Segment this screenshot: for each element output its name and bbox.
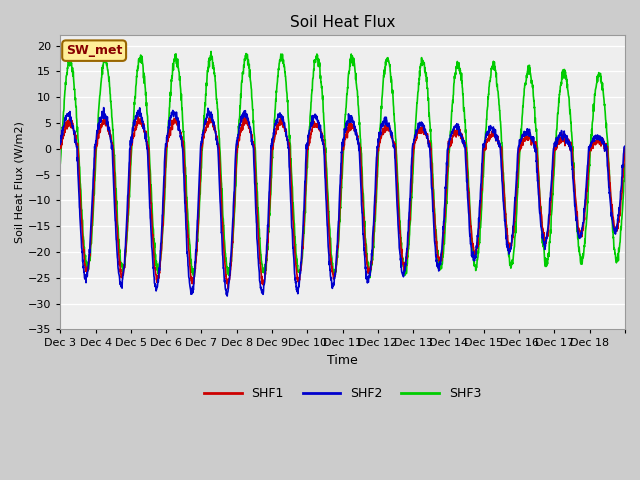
Line: SHF2: SHF2: [60, 108, 625, 296]
SHF1: [235, 138, 243, 144]
SHF2: [235, 126, 243, 132]
SHF2: [621, 144, 628, 149]
SHF3: [621, 161, 628, 167]
Text: SW_met: SW_met: [66, 44, 122, 57]
SHF3: [513, 203, 521, 208]
SHF3: [545, 250, 552, 256]
SHF3: [190, 276, 198, 281]
SHF3: [113, 201, 120, 206]
SHF1: [113, 219, 120, 225]
SHF3: [377, 111, 385, 117]
SHF1: [513, 181, 521, 187]
SHF2: [56, 142, 64, 147]
Line: SHF1: SHF1: [60, 117, 625, 289]
Title: Soil Heat Flux: Soil Heat Flux: [290, 15, 396, 30]
SHF3: [56, 160, 64, 166]
SHF2: [377, 126, 385, 132]
SHF3: [207, 48, 215, 54]
SHF2: [613, 223, 621, 229]
SHF2: [100, 105, 108, 110]
SHF3: [613, 257, 621, 263]
Y-axis label: Soil Heat Flux (W/m2): Soil Heat Flux (W/m2): [15, 121, 25, 243]
Line: SHF3: SHF3: [60, 51, 625, 278]
SHF2: [513, 169, 521, 175]
SHF2: [113, 247, 121, 253]
SHF2: [223, 293, 231, 299]
Legend: SHF1, SHF2, SHF3: SHF1, SHF2, SHF3: [199, 383, 486, 406]
SHF1: [377, 133, 385, 139]
SHF3: [235, 118, 243, 123]
SHF2: [545, 213, 552, 218]
X-axis label: Time: Time: [327, 354, 358, 367]
SHF1: [621, 145, 628, 151]
SHF1: [613, 226, 621, 231]
SHF1: [134, 114, 141, 120]
SHF1: [56, 143, 64, 148]
SHF1: [545, 222, 552, 228]
SHF1: [225, 286, 232, 292]
